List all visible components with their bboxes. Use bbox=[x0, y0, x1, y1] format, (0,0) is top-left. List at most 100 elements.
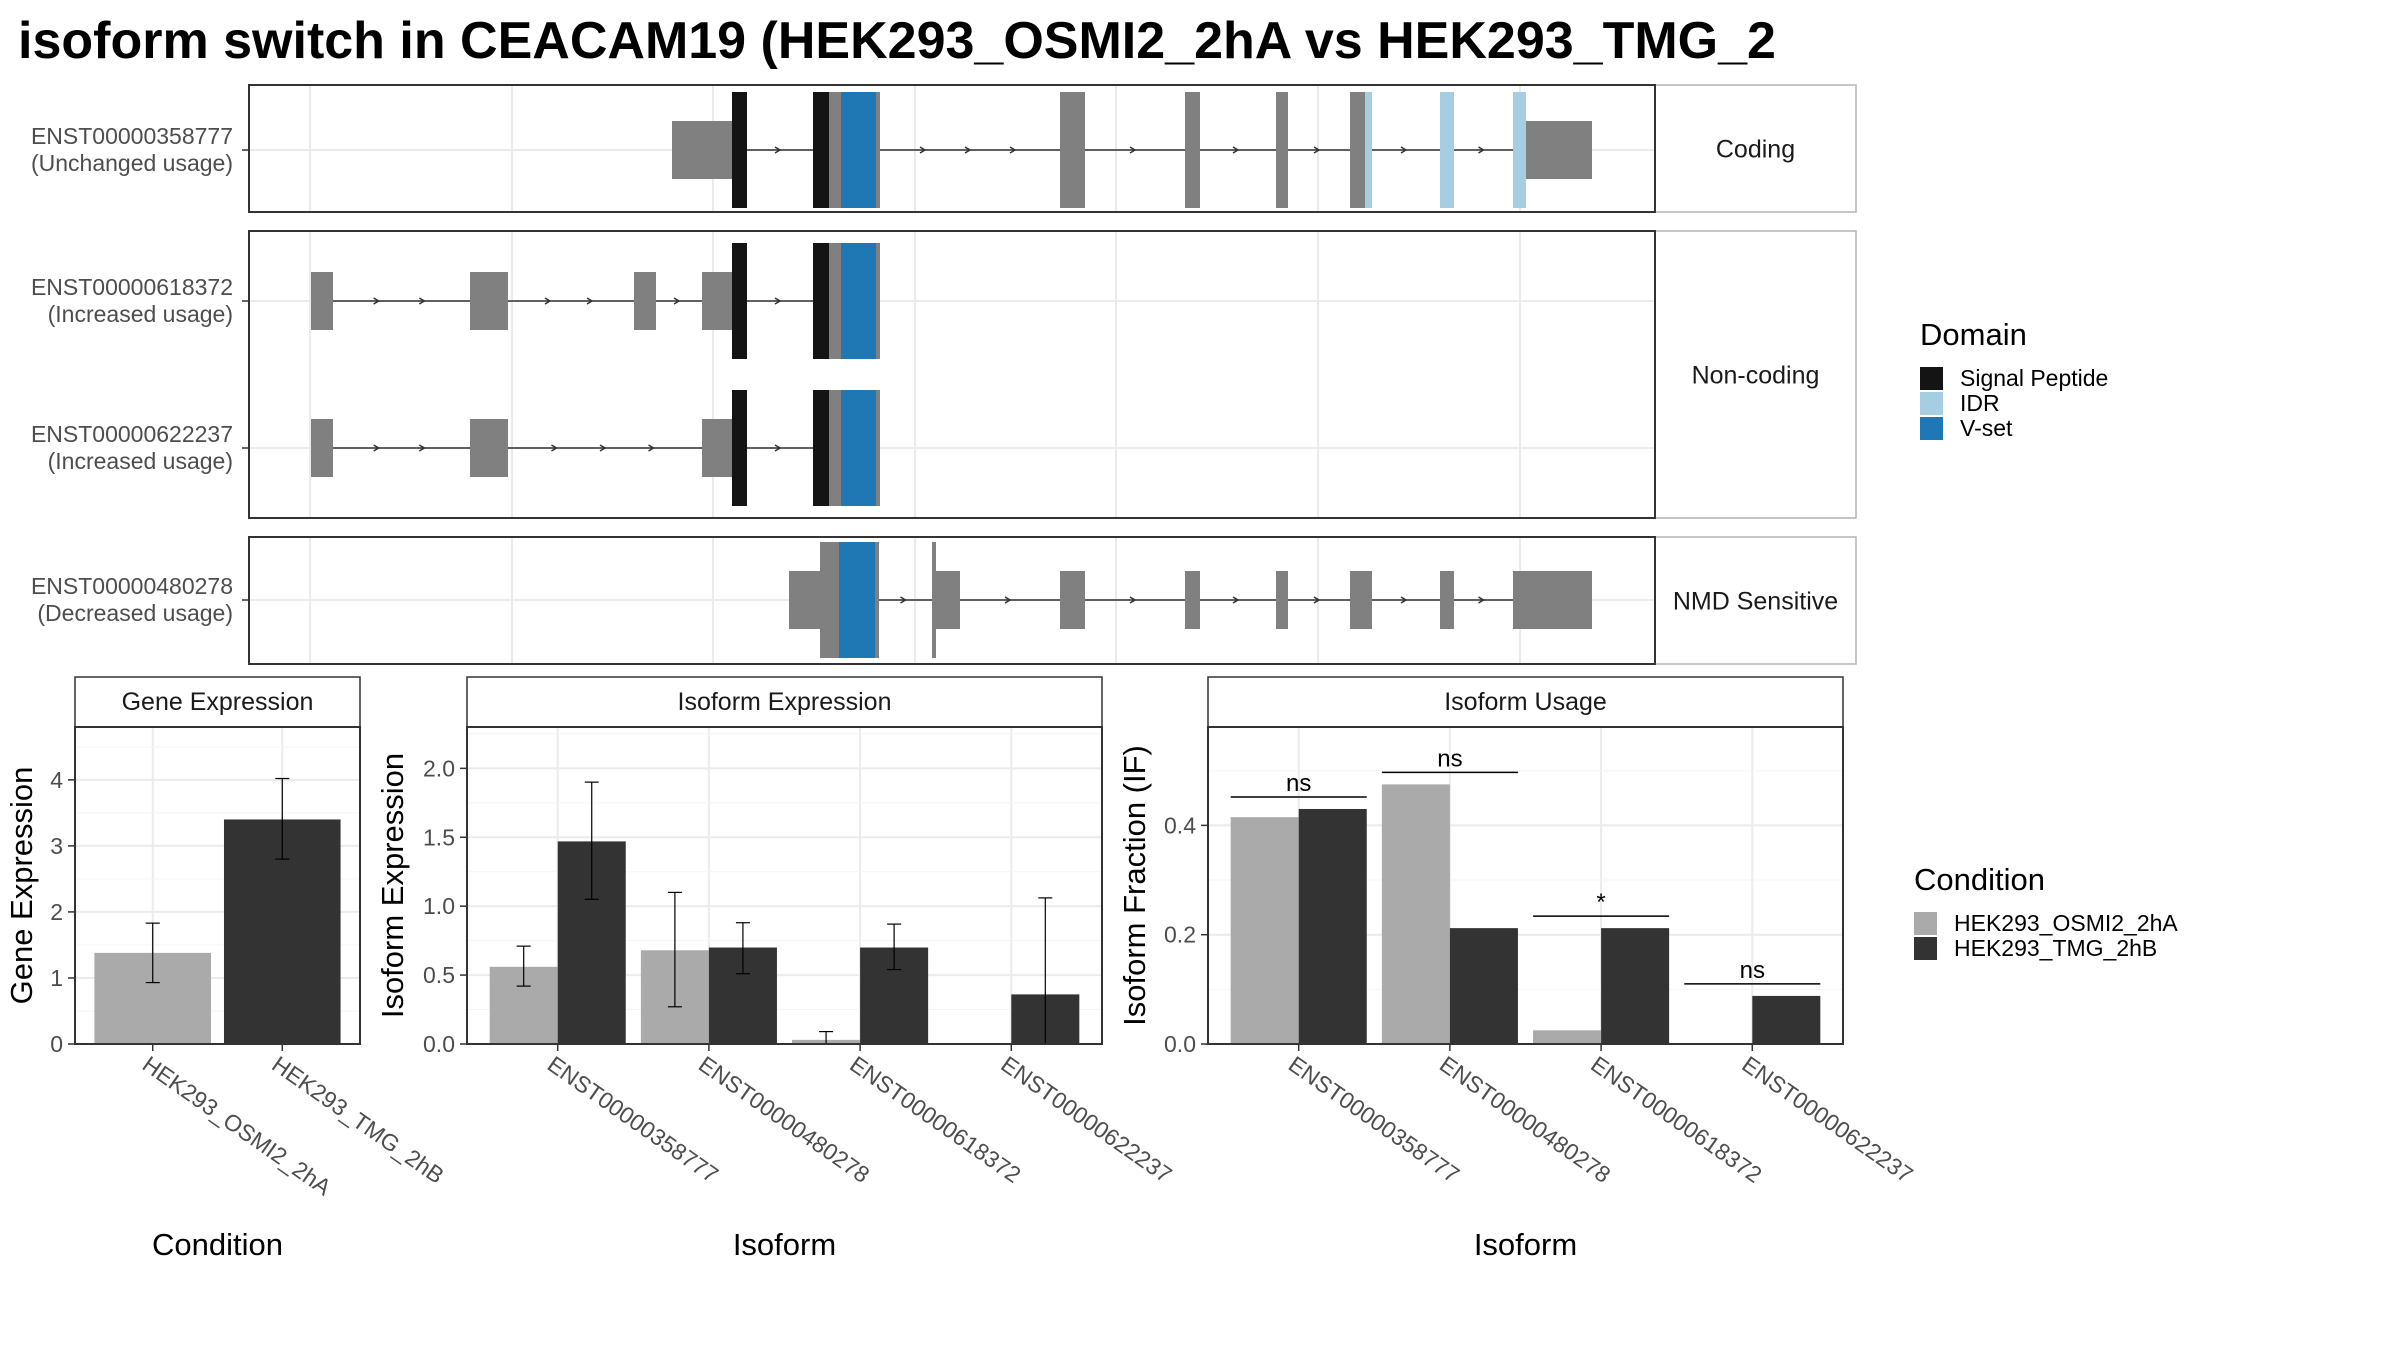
transcript-id-label: ENST00000480278 bbox=[31, 573, 233, 599]
transcript-id-label: ENST00000358777 bbox=[31, 123, 233, 149]
exon-block bbox=[672, 121, 732, 179]
intron-arrow bbox=[1313, 146, 1321, 154]
y-tick-label: 0.0 bbox=[1164, 1031, 1196, 1057]
exon-block bbox=[1513, 571, 1592, 629]
exon-block bbox=[470, 272, 508, 330]
facet-strip bbox=[1654, 230, 1857, 519]
transcript-usage-label: (Unchanged usage) bbox=[31, 150, 233, 176]
y-axis-title: Gene Expression bbox=[4, 767, 39, 1005]
transcript-row: ENST00000618372(Increased usage) bbox=[31, 243, 1655, 359]
transcript-usage-label: (Decreased usage) bbox=[37, 600, 233, 626]
figure-title: isoform switch in CEACAM19 (HEK293_OSMI2… bbox=[18, 12, 1776, 70]
exon-block bbox=[1060, 92, 1085, 208]
isoform-expression-panel: Isoform Expression0.00.51.01.52.0ENST000… bbox=[375, 676, 1177, 1262]
exon-block bbox=[311, 272, 333, 330]
facet-strip-label: Non-coding bbox=[1692, 362, 1820, 390]
x-axis-title: Isoform bbox=[733, 1227, 836, 1262]
v-set-domain bbox=[841, 92, 876, 208]
v-set-domain bbox=[841, 390, 876, 506]
transcript-id-label: ENST00000622237 bbox=[31, 421, 233, 447]
exon-block bbox=[820, 542, 839, 658]
signal-peptide-domain bbox=[732, 243, 747, 359]
exon-block bbox=[311, 419, 333, 477]
bar bbox=[1601, 928, 1670, 1044]
exon-block bbox=[876, 243, 880, 359]
panel-border bbox=[466, 726, 1103, 1045]
intron-arrow bbox=[1478, 596, 1485, 604]
y-tick-label: 1 bbox=[50, 965, 63, 991]
intron-arrow bbox=[1129, 596, 1137, 604]
transcript-row: ENST00000480278(Decreased usage) bbox=[31, 542, 1655, 658]
y-tick-label: 0.4 bbox=[1164, 812, 1196, 838]
y-axis-title: Isoform Expression bbox=[375, 753, 410, 1018]
bar bbox=[1752, 995, 1821, 1044]
y-tick-label: 0 bbox=[50, 1031, 63, 1057]
signal-peptide-domain bbox=[732, 390, 747, 506]
isoform-usage-panel: Isoform Usage0.00.20.4ENST00000358777ENS… bbox=[1117, 676, 1918, 1262]
intron-arrow bbox=[1400, 146, 1408, 154]
idr-domain bbox=[1365, 92, 1372, 208]
y-tick-label: 1.5 bbox=[423, 824, 455, 850]
y-tick-label: 0.0 bbox=[423, 1031, 455, 1057]
facet-strip-label: Coding bbox=[1716, 136, 1795, 164]
exon-block bbox=[1350, 92, 1365, 208]
exon-block bbox=[702, 272, 732, 330]
y-tick-label: 2.0 bbox=[423, 755, 455, 781]
y-tick-label: 3 bbox=[50, 833, 63, 859]
intron-arrow bbox=[673, 297, 681, 305]
idr-domain bbox=[1513, 92, 1526, 208]
transcript-structure-panels: Coding Non-coding NMD Sensitive ENST0000035… bbox=[31, 84, 1857, 665]
signal-peptide-domain bbox=[813, 92, 829, 208]
bar bbox=[1298, 808, 1367, 1044]
exon-block bbox=[1276, 571, 1288, 629]
legend-title: Domain bbox=[1920, 317, 2027, 352]
intron-arrow bbox=[1313, 596, 1321, 604]
v-set-domain bbox=[841, 243, 876, 359]
y-axis-title: Isoform Fraction (IF) bbox=[1117, 745, 1152, 1026]
exon-block bbox=[1060, 571, 1085, 629]
x-axis-title: Isoform bbox=[1474, 1227, 1577, 1262]
intron-arrow bbox=[774, 146, 782, 154]
panel-strip-title: Gene Expression bbox=[122, 688, 314, 716]
intron-arrow bbox=[964, 146, 972, 154]
intron-arrow bbox=[774, 297, 782, 305]
panel-strip-title: Isoform Expression bbox=[678, 688, 892, 716]
transcript-row: ENST00000622237(Increased usage) bbox=[31, 390, 1655, 506]
legend-key bbox=[1914, 912, 1937, 935]
facet-border bbox=[248, 536, 1656, 665]
exon-block bbox=[875, 542, 879, 658]
bar bbox=[1449, 928, 1518, 1044]
intron-arrow bbox=[373, 297, 381, 305]
exon-block bbox=[829, 243, 841, 359]
panel-border bbox=[74, 726, 361, 1045]
transcript-facet: Coding bbox=[249, 84, 1857, 213]
signal-peptide-domain bbox=[732, 92, 747, 208]
exon-block bbox=[876, 390, 880, 506]
transcript-usage-label: (Increased usage) bbox=[48, 448, 233, 474]
facet-border bbox=[248, 230, 1656, 519]
exon-block bbox=[1350, 571, 1372, 629]
exon-block bbox=[1440, 571, 1454, 629]
y-tick-label: 1.0 bbox=[423, 893, 455, 919]
legend-label: HEK293_OSMI2_2hA bbox=[1954, 910, 2178, 936]
intron-arrow bbox=[1478, 146, 1485, 154]
exon-block bbox=[1276, 92, 1288, 208]
facet-strip-label: NMD Sensitive bbox=[1673, 588, 1838, 616]
intron-arrow bbox=[648, 444, 655, 452]
signal-peptide-domain bbox=[813, 390, 829, 506]
v-set-domain bbox=[839, 542, 875, 658]
intron-arrow bbox=[418, 444, 426, 452]
panel-strip-title: Isoform Usage bbox=[1444, 688, 1607, 716]
legend-key bbox=[1914, 937, 1937, 960]
facet-border bbox=[248, 84, 1656, 213]
significance-label: * bbox=[1596, 889, 1605, 916]
intron-arrow bbox=[599, 444, 607, 452]
exon-block bbox=[702, 419, 732, 477]
intron-arrow bbox=[586, 297, 594, 305]
y-tick-label: 0.5 bbox=[423, 962, 455, 988]
intron-arrow bbox=[1232, 596, 1240, 604]
transcript-usage-label: (Increased usage) bbox=[48, 301, 233, 327]
